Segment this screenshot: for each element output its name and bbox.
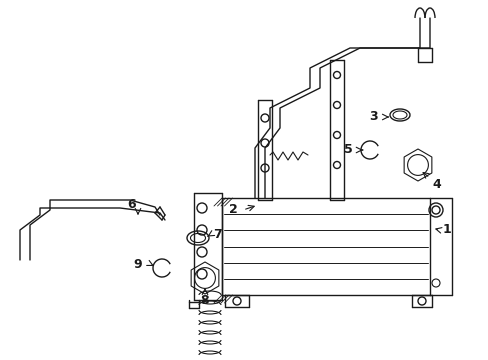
Text: 9: 9	[133, 258, 142, 271]
Text: 5: 5	[343, 144, 352, 157]
Text: 6: 6	[127, 198, 136, 211]
Text: 8: 8	[200, 293, 209, 306]
Text: 2: 2	[228, 203, 237, 216]
Text: 1: 1	[442, 224, 450, 237]
Text: 3: 3	[369, 111, 378, 123]
Text: 7: 7	[213, 229, 222, 242]
Text: 4: 4	[432, 179, 441, 192]
